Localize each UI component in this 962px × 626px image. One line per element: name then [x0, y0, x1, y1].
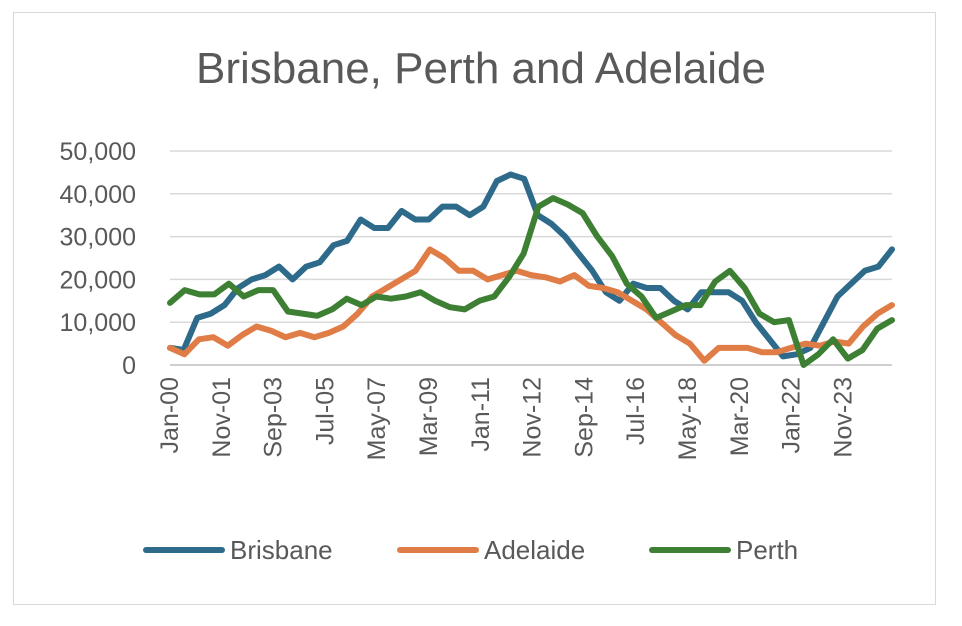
series-lines	[167, 171, 895, 368]
x-tick-label: Jan-22	[778, 377, 806, 453]
x-tick-label: Sep-14	[570, 377, 598, 458]
legend: Brisbane Adelaide Perth	[143, 535, 798, 565]
legend-label: Adelaide	[484, 535, 585, 565]
x-tick-label: Jan-00	[156, 377, 184, 453]
y-tick-label: 0	[122, 352, 136, 380]
series-line-adelaide	[167, 246, 895, 364]
x-axis-tick-labels: Jan-00 Nov-01 Sep-03 Jul-05 May-07 Mar-09 Jan-…	[156, 377, 857, 460]
x-tick-label: Jan-11	[467, 377, 495, 452]
y-axis-tick-labels: 0 10,000 20,000 30,000 40,000 50,000	[60, 138, 136, 380]
x-tick-label: Jul-05	[311, 377, 339, 445]
x-tick-label: Mar-09	[415, 377, 443, 456]
y-tick-label: 20,000	[60, 266, 136, 294]
y-tick-label: 10,000	[60, 309, 136, 337]
legend-label: Perth	[736, 535, 798, 565]
series-line-brisbane	[167, 171, 895, 360]
x-tick-label: Nov-12	[519, 377, 547, 458]
x-tick-label: Nov-01	[208, 377, 236, 458]
chart-frame	[13, 12, 936, 605]
x-tick-label: May-18	[674, 377, 702, 460]
chart-title: Brisbane, Perth and Adelaide	[196, 44, 766, 93]
y-tick-label: 50,000	[60, 138, 136, 166]
y-tick-label: 40,000	[60, 181, 136, 209]
x-tick-label: May-07	[363, 377, 391, 460]
x-tick-label: Jul-16	[622, 377, 650, 445]
y-tick-label: 30,000	[60, 224, 136, 252]
legend-label: Brisbane	[230, 535, 333, 565]
series-line-perth	[167, 195, 895, 368]
x-tick-label: Nov-23	[829, 377, 857, 458]
x-tick-label: Mar-20	[726, 377, 754, 456]
x-tick-label: Sep-03	[260, 377, 288, 458]
